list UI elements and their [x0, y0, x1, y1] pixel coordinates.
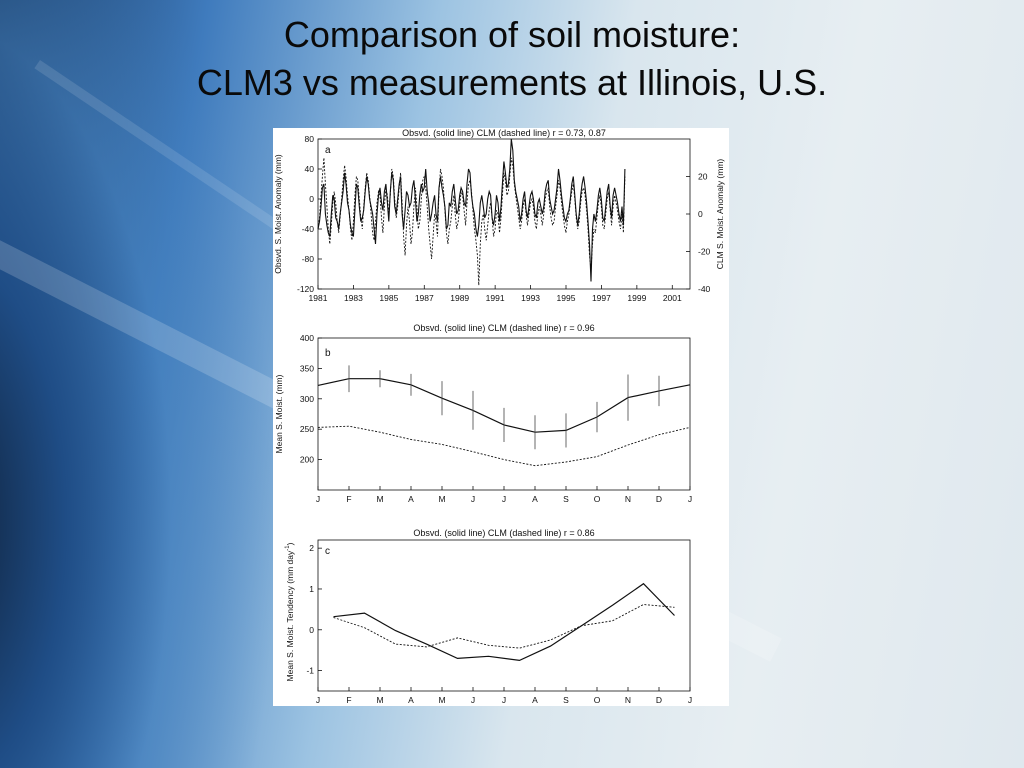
- chart-b-xtick-label: J: [688, 494, 692, 504]
- chart-c-series-clm: [333, 604, 675, 649]
- figure-panel: Obsvd. (solid line) CLM (dashed line) r …: [273, 128, 729, 706]
- chart-c-ylabel-close: ): [285, 542, 295, 545]
- chart-a-ytick-label: 40: [305, 164, 315, 174]
- chart-b-xtick-label: O: [594, 494, 601, 504]
- chart-c-xtick-label: J: [502, 695, 506, 705]
- chart-b-xtick-label: J: [502, 494, 506, 504]
- chart-b-xtick-label: F: [346, 494, 351, 504]
- chart-b-xtick-label: M: [438, 494, 445, 504]
- chart-a-ytick-label: -80: [302, 254, 315, 264]
- chart-b-ytick-label: 300: [300, 394, 314, 404]
- chart-a-ytick-label: 80: [305, 134, 315, 144]
- chart-c-panel-label: c: [325, 546, 330, 557]
- chart-a-ytick-right-label: -40: [698, 284, 711, 294]
- chart-a-xtick-label: 1981: [309, 293, 328, 303]
- chart-a-ytick-right-label: 20: [698, 172, 708, 182]
- chart-a-xtick-label: 1993: [521, 293, 540, 303]
- chart-c-ylabel-main: Mean S. Moist. Tendency (mm day: [285, 550, 295, 681]
- chart-b-xtick-label: M: [376, 494, 383, 504]
- chart-c-xtick-label: A: [532, 695, 538, 705]
- chart-a-xtick-label: 1985: [379, 293, 398, 303]
- chart-a-xtick-label: 1997: [592, 293, 611, 303]
- chart-b-xtick-label: A: [532, 494, 538, 504]
- chart-c-ytick-label: 1: [309, 584, 314, 594]
- chart-c-xtick-label: J: [471, 695, 475, 705]
- chart-b-ytick-label: 200: [300, 455, 314, 465]
- chart-c-xtick-label: J: [316, 695, 320, 705]
- chart-c-ylabel-sup: -1: [285, 545, 291, 551]
- chart-panel-b: Obsvd. (solid line) CLM (dashed line) r …: [274, 323, 692, 504]
- chart-c-xtick-label: S: [563, 695, 569, 705]
- chart-c-ytick-label: -1: [306, 666, 314, 676]
- chart-panel-a: Obsvd. (solid line) CLM (dashed line) r …: [273, 128, 725, 303]
- chart-b-xtick-label: A: [408, 494, 414, 504]
- chart-c-ytick-label: 2: [309, 543, 314, 553]
- slide-title-line-1: Comparison of soil moisture:: [283, 14, 741, 55]
- chart-a-title: Obsvd. (solid line) CLM (dashed line) r …: [402, 128, 606, 138]
- chart-b-ylabel: Mean S. Moist. (mm): [274, 374, 284, 453]
- chart-c-ylabel: Mean S. Moist. Tendency (mm day-1): [285, 542, 295, 681]
- chart-a-xtick-label: 1995: [557, 293, 576, 303]
- chart-b-series-clm: [317, 425, 691, 467]
- chart-a-ylabel: Obsvd. S. Moist. Anomaly (mm): [273, 154, 283, 274]
- chart-a-xtick-label: 1989: [450, 293, 469, 303]
- chart-c-xtick-label: F: [346, 695, 351, 705]
- chart-c-xtick-label: O: [594, 695, 601, 705]
- chart-c-xtick-label: A: [408, 695, 414, 705]
- chart-b-ytick-label: 350: [300, 363, 314, 373]
- chart-a-series-clm: [317, 157, 626, 286]
- chart-b-ytick-label: 400: [300, 333, 314, 343]
- chart-c-xtick-label: M: [438, 695, 445, 705]
- chart-b-xtick-label: J: [471, 494, 475, 504]
- chart-c-title: Obsvd. (solid line) CLM (dashed line) r …: [413, 528, 594, 538]
- chart-b-xtick-label: N: [625, 494, 631, 504]
- chart-a-ytick-right-label: 0: [698, 209, 703, 219]
- chart-panel-c: Obsvd. (solid line) CLM (dashed line) r …: [285, 528, 692, 705]
- chart-c-series-observed: [333, 582, 675, 662]
- chart-a-xtick-label: 1987: [415, 293, 434, 303]
- chart-c-xtick-label: M: [376, 695, 383, 705]
- chart-a-xtick-label: 1999: [627, 293, 646, 303]
- chart-c-xtick-label: N: [625, 695, 631, 705]
- chart-b-xtick-label: S: [563, 494, 569, 504]
- chart-b-panel-label: b: [325, 348, 331, 359]
- chart-a-xtick-label: 1991: [486, 293, 505, 303]
- chart-a-ytick-label: 0: [309, 194, 314, 204]
- chart-c-xtick-label: D: [656, 695, 662, 705]
- chart-a-series-observed: [317, 138, 626, 282]
- chart-figure: Obsvd. (solid line) CLM (dashed line) r …: [273, 128, 725, 705]
- chart-b-xtick-label: D: [656, 494, 662, 504]
- chart-a-ylabel-right: CLM S. Moist. Anomaly (mm): [715, 159, 725, 270]
- chart-a-ytick-label: -120: [297, 284, 314, 294]
- chart-a-panel-label: a: [325, 145, 331, 156]
- chart-a-xtick-label: 2001: [663, 293, 682, 303]
- chart-b-ytick-label: 250: [300, 424, 314, 434]
- chart-a-ytick-label: -40: [302, 224, 315, 234]
- chart-b-xtick-label: J: [316, 494, 320, 504]
- slide-title-line-2: CLM3 vs measurements at Illinois, U.S.: [196, 62, 828, 103]
- chart-c-xtick-label: J: [688, 695, 692, 705]
- chart-a-xtick-label: 1983: [344, 293, 363, 303]
- chart-b-title: Obsvd. (solid line) CLM (dashed line) r …: [413, 323, 594, 333]
- chart-a-ytick-right-label: -20: [698, 247, 711, 257]
- chart-c-plot-frame: [317, 539, 691, 692]
- chart-c-ytick-label: 0: [309, 625, 314, 635]
